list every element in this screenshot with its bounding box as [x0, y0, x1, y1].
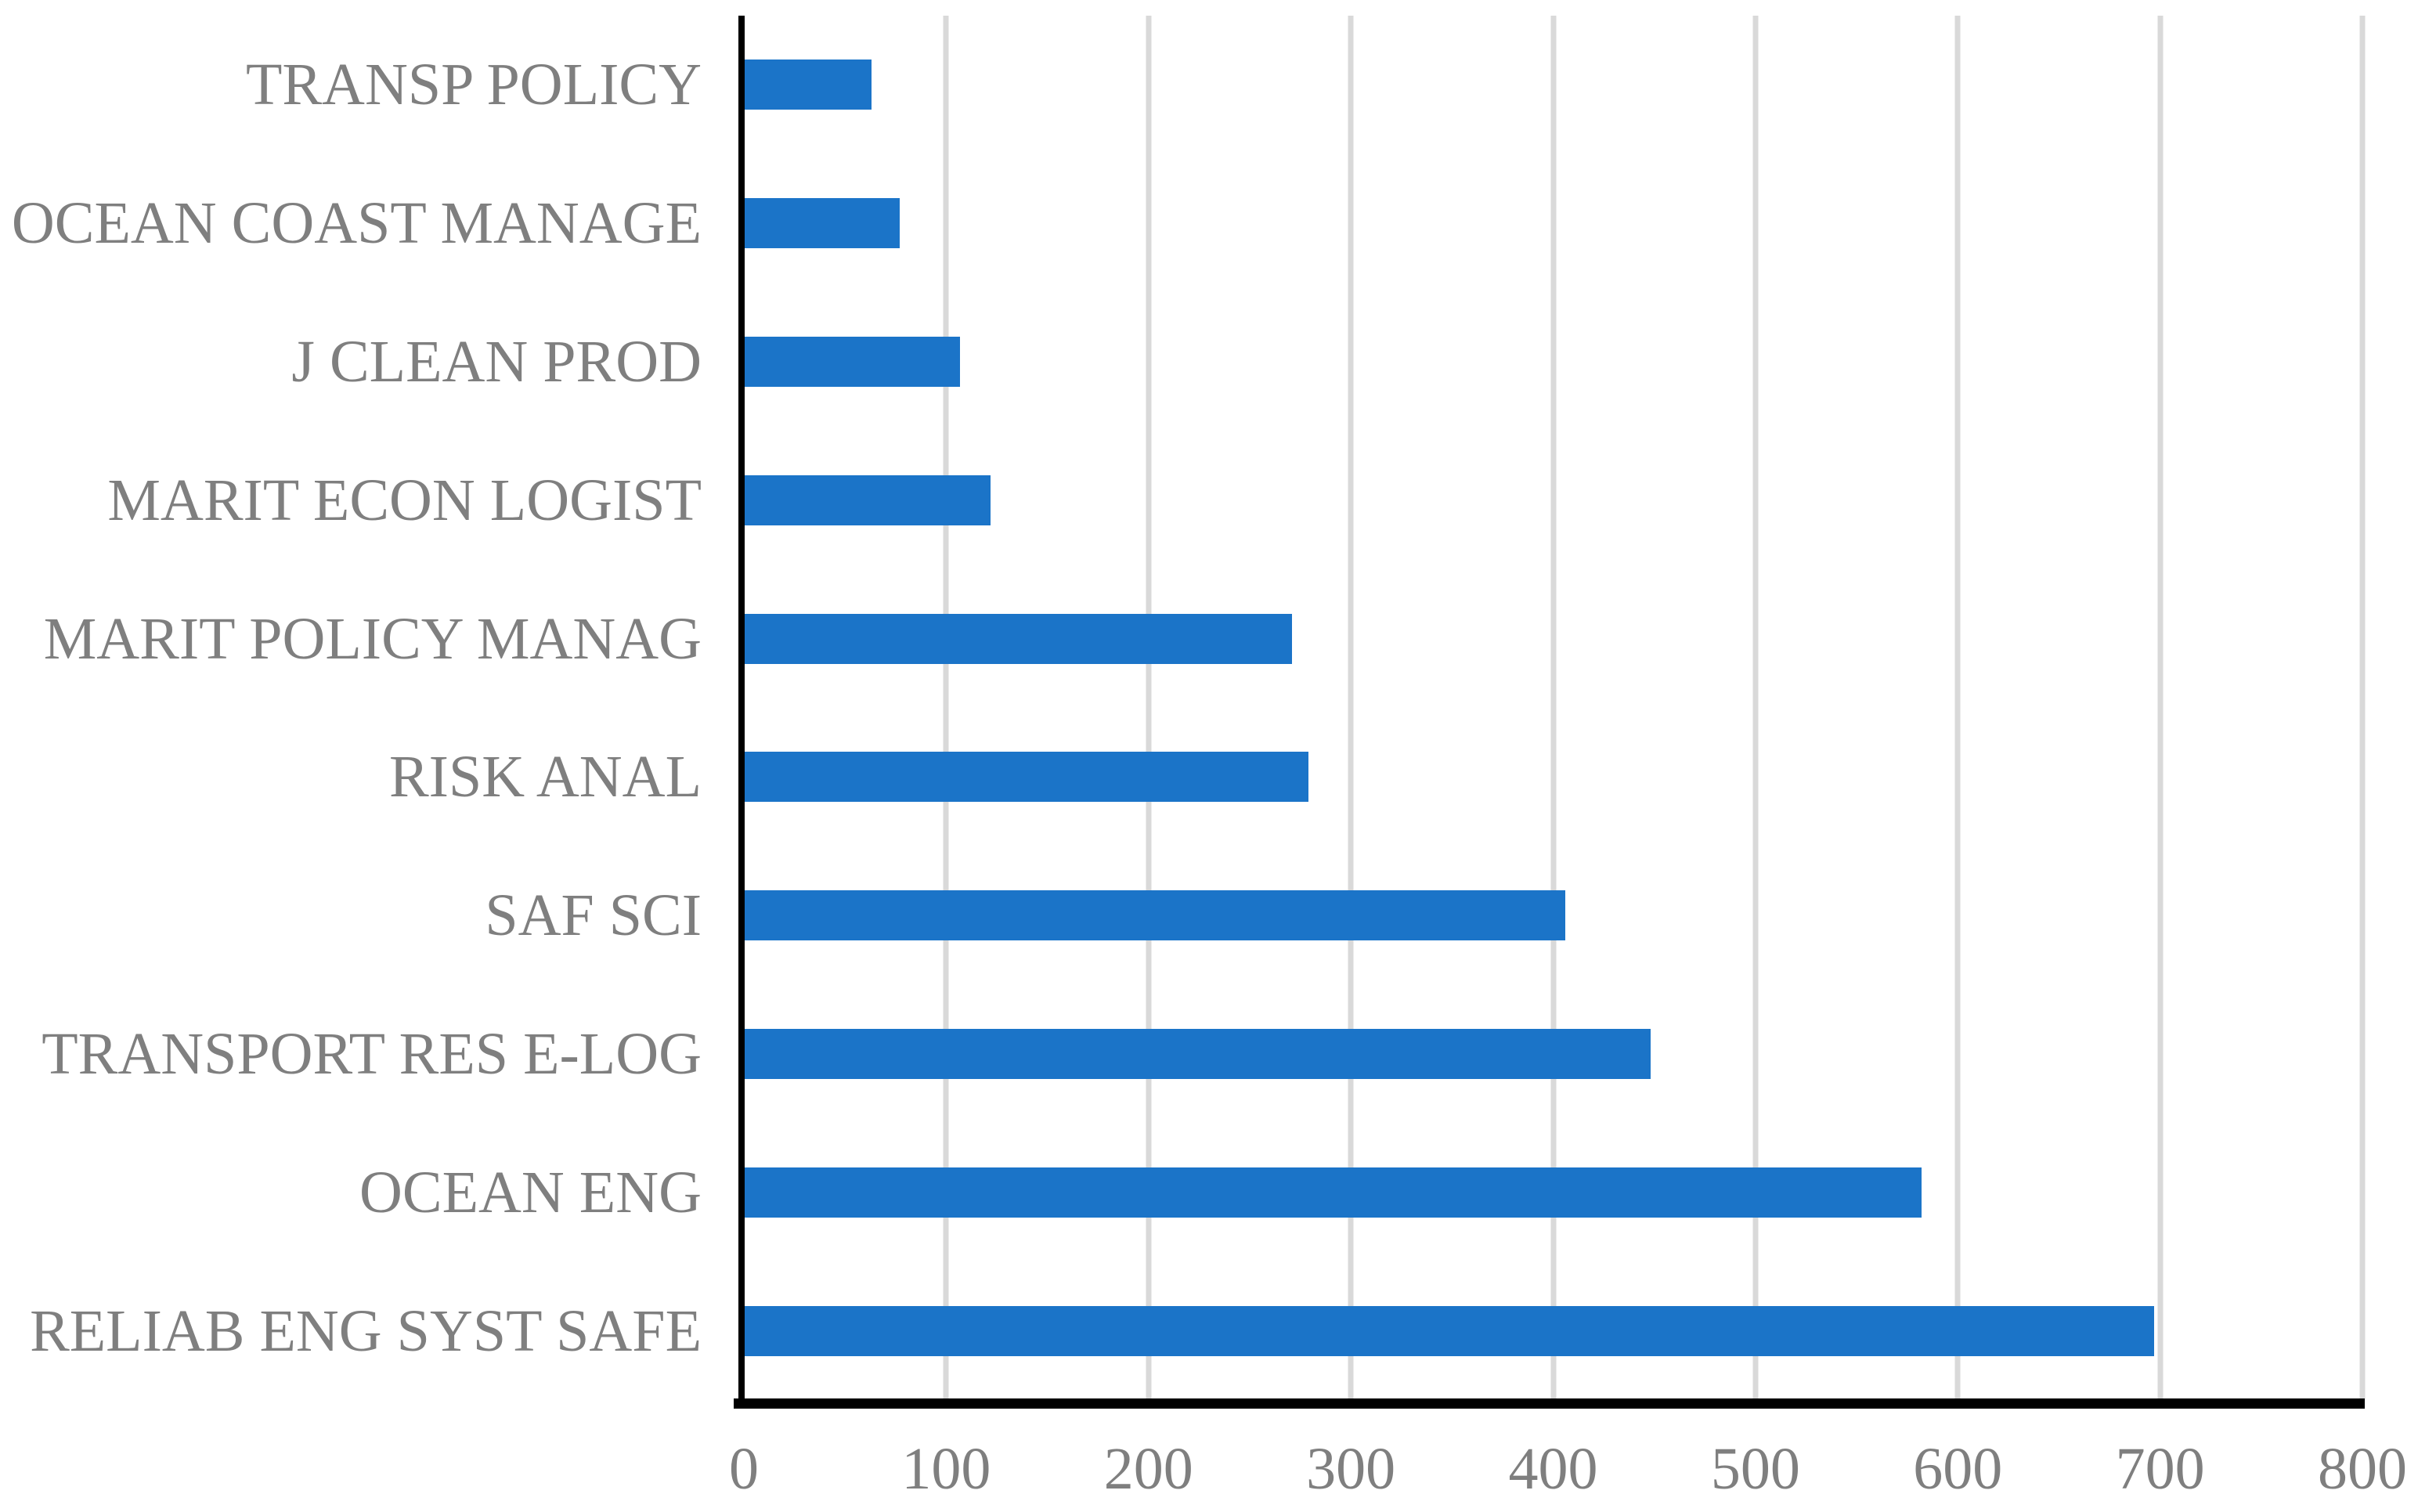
bar-rows — [744, 16, 2362, 1400]
bar-row — [744, 154, 2362, 293]
bar-row — [744, 846, 2362, 985]
bar — [744, 336, 961, 387]
category-label: RISK ANAL — [388, 744, 702, 810]
category-label: OCEAN ENG — [359, 1159, 702, 1225]
bar-row — [744, 431, 2362, 569]
bar — [744, 475, 991, 525]
bar — [744, 752, 1308, 803]
bar — [744, 198, 900, 249]
bar — [744, 613, 1293, 664]
x-axis-line — [734, 1398, 2365, 1409]
x-tick-label: 700 — [2115, 1436, 2205, 1502]
category-label: MARIT ECON LOGIST — [107, 467, 702, 533]
bar-row — [744, 708, 2362, 846]
gridline — [1348, 16, 1354, 1400]
category-label: TRANSP POLICY — [245, 52, 702, 118]
x-tick-label: 200 — [1103, 1436, 1193, 1502]
category-label: MARIT POLICY MANAG — [43, 605, 702, 672]
x-tick-label: 500 — [1710, 1436, 1800, 1502]
x-tick-label: 800 — [2318, 1436, 2407, 1502]
plot-area — [734, 16, 2366, 1409]
bar — [744, 60, 872, 110]
x-tick-label: 600 — [1913, 1436, 2003, 1502]
category-label: SAF SCI — [485, 882, 702, 949]
gridline — [1550, 16, 1556, 1400]
bar — [744, 1028, 1651, 1079]
gridline — [943, 16, 949, 1400]
category-label: RELIAB ENG SYST SAFE — [30, 1297, 702, 1364]
y-axis-line — [738, 16, 745, 1405]
bar-row — [744, 569, 2362, 708]
x-tick-label: 100 — [901, 1436, 991, 1502]
bar-row — [744, 1123, 2362, 1261]
bar — [744, 1167, 1922, 1218]
bar-row — [744, 1261, 2362, 1400]
x-tick-label: 0 — [729, 1436, 759, 1502]
bar-row — [744, 293, 2362, 431]
gridline — [2157, 16, 2164, 1400]
gridline — [1146, 16, 1152, 1400]
bar — [744, 890, 1565, 941]
gridline — [1752, 16, 1759, 1400]
x-tick-label: 300 — [1306, 1436, 1396, 1502]
category-axis-labels: TRANSP POLICY OCEAN COAST MANAGE J CLEAN P… — [0, 16, 702, 1400]
gridline — [2359, 16, 2366, 1400]
x-tick-label: 400 — [1508, 1436, 1598, 1502]
bar-row — [744, 16, 2362, 154]
bar — [744, 1305, 2154, 1356]
category-label: TRANSPORT RES E-LOG — [42, 1020, 702, 1087]
category-label: J CLEAN PROD — [291, 328, 702, 395]
bar-row — [744, 985, 2362, 1124]
gridline — [1954, 16, 1961, 1400]
category-label: OCEAN COAST MANAGE — [11, 190, 702, 257]
